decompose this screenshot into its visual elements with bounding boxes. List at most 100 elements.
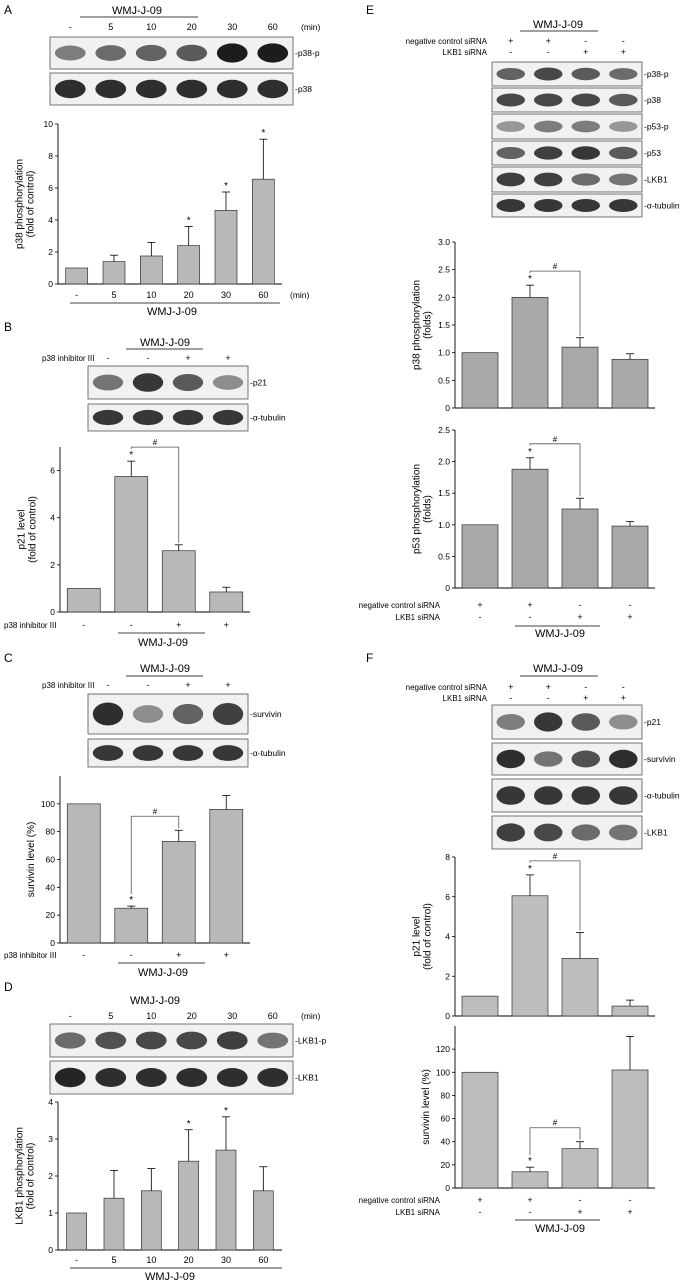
panel-f-blot-0-band (609, 714, 638, 730)
panel-b-letter: B (4, 320, 12, 334)
panel-b-blot-p21-band (92, 374, 124, 391)
panel-b-blot-tubulin-band (92, 409, 124, 426)
panel-e-chart-p38-bar (611, 358, 649, 409)
panel-a-lane: - (69, 22, 72, 32)
panel-a-chart-asterisk: * (187, 215, 191, 226)
panel-f-x-row-value: - (479, 1207, 482, 1217)
panel-e-row-value: + (583, 47, 588, 57)
panel-f-chart-p21-bar (461, 995, 499, 1017)
panel-f-row-value: - (622, 682, 625, 692)
panel-b-chart-bar (66, 588, 101, 613)
panel-a-unit: (min) (301, 22, 321, 32)
panel-a-lane: 10 (146, 22, 156, 32)
panel-d-chart-bar (178, 1160, 200, 1251)
panel-a-blot-p38p-frame (49, 36, 294, 70)
panel-e-x-row-value: - (529, 612, 532, 622)
panel-f-chart-p21-ylabel: (fold of control) (423, 903, 434, 970)
panel-c-blot-tubulin-band (92, 745, 124, 761)
panel-d-blot-lkb1p-band (95, 1031, 127, 1050)
panel-d-blot-lkb1-band (135, 1067, 167, 1088)
panel-d-x-label: 30 (221, 1255, 231, 1265)
panel-d-chart-tick-label: 0 (48, 1245, 53, 1255)
panel-c-blot-tubulin-band (172, 745, 204, 761)
panel-e-row-value: + (508, 36, 513, 46)
panel-e-chart-p53-bracket (529, 443, 581, 497)
panel-a-chart-asterisk: * (224, 181, 228, 192)
panel-c-blot-survivin-label: -survivin (250, 709, 282, 719)
panel-c-blot-survivin-band (212, 702, 244, 726)
panel-f-x-row-value: - (629, 1195, 632, 1205)
panel-d-lane: 20 (187, 1011, 197, 1021)
panel-d-blot-lkb1-band (176, 1067, 208, 1088)
panel-e-chart-p38-tick-label: 1.0 (438, 348, 450, 358)
panel-e-chart-p38-tick-label: 3.0 (438, 237, 450, 247)
panel-a-chart-bar (139, 255, 163, 285)
panel-a-chart-asterisk: * (261, 128, 265, 139)
panel-e-blot-5-frame (491, 193, 643, 218)
panel-f-blot-3-label: -LKB1 (644, 828, 668, 838)
panel-e-blot-4-band (609, 173, 638, 186)
panel-d-x-label: 10 (146, 1255, 156, 1265)
panel-c-lane: + (225, 680, 230, 690)
panel-e-chart-p53-tick-label: 2.5 (438, 425, 450, 435)
panel-e-chart-p53-tick-label: 0.5 (438, 551, 450, 561)
panel-b-lane: - (147, 353, 150, 363)
panel-d-blot-lkb1-band (257, 1067, 289, 1088)
panel-a-chart-bar (65, 267, 89, 285)
panel-f-chart-survivin-bar (611, 1069, 649, 1189)
panel-a-chart-tick-label: 8 (48, 151, 53, 161)
panel-b-blot-p21-label: -p21 (250, 378, 267, 388)
panel-f-blot-2-band (609, 786, 638, 805)
panel-c-chart-tick-label: 80 (46, 827, 56, 837)
panel-a-chart-bar (251, 178, 275, 285)
panel-d-blot-lkb1p-band (257, 1032, 289, 1049)
panel-d-lane: 5 (108, 1011, 113, 1021)
panel-e-row-value: - (584, 36, 587, 46)
panel-e-blot-3-band (496, 146, 525, 160)
panel-d-blot-lkb1p-frame (49, 1023, 294, 1058)
panel-b-lane: + (225, 353, 230, 363)
panel-f-letter: F (366, 651, 373, 665)
panel-c-lane: + (185, 680, 190, 690)
panel-a-blot-p38p-band (176, 44, 208, 62)
panel-e-title: WMJ-J-09 (533, 19, 583, 31)
panel-f-blot-1-band (496, 749, 525, 769)
panel-c-chart-bar (114, 907, 149, 944)
panel-a-xlabel: WMJ-J-09 (147, 306, 197, 318)
panel-a-x-label: - (75, 290, 78, 300)
panel-f-blot-2-band (534, 786, 563, 805)
panel-d-chart-tick-label: 3 (48, 1134, 53, 1144)
panel-e-x-row-label: negative control siRNA (359, 601, 441, 610)
panel-f-chart-survivin-tick-label: 120 (436, 1044, 450, 1054)
panel-f-blot-0-band (534, 712, 563, 732)
panel-e-chart-p53-bar (511, 468, 549, 589)
panel-f-row-value: - (547, 693, 550, 703)
panel-f-blot-0-label: -p21 (644, 717, 661, 727)
panel-a-blot-p38-band (216, 79, 248, 99)
panel-e-xlabel: WMJ-J-09 (535, 628, 585, 640)
panel-a-x-label: 30 (221, 290, 231, 300)
panel-c-chart-tick-label: 60 (46, 855, 56, 865)
panel-c-chart-bar (209, 809, 244, 944)
panel-d-blot-lkb1p-label: -LKB1-p (295, 1036, 326, 1046)
panel-a-x-unit: (min) (290, 290, 310, 300)
panel-c-chart-hash: # (153, 807, 158, 816)
panel-d-blot-lkb1-label: -LKB1 (295, 1073, 319, 1083)
panel-c-blot-tubulin-band (132, 745, 164, 761)
panel-a-chart-tick-label: 2 (48, 247, 53, 257)
panel-e-chart-p53-ylabel: (folds) (423, 495, 434, 523)
panel-d-blot-lkb1-frame (49, 1060, 294, 1095)
panel-c-x-label: - (82, 950, 85, 960)
panel-b-chart-tick-label: 4 (50, 513, 55, 523)
panel-e-chart-p38-bar (511, 296, 549, 409)
panel-a-chart-ylabel: p38 phosphorylation (15, 159, 26, 249)
panel-e-x-row-value: + (477, 600, 482, 610)
panel-b-x-label: + (224, 620, 229, 630)
panel-f-chart-survivin-bar (461, 1071, 499, 1189)
panel-c-blot-tubulin-label: -α-tubulin (250, 748, 286, 758)
panel-f-chart-survivin-tick-label: 0 (445, 1183, 450, 1193)
panel-e-blot-5-label: -α-tubulin (644, 201, 680, 211)
panel-c-chart-tick-label: 40 (46, 882, 56, 892)
panel-f-chart-p21-tick-label: 4 (445, 932, 450, 942)
panel-b-chart-bar (114, 476, 149, 613)
